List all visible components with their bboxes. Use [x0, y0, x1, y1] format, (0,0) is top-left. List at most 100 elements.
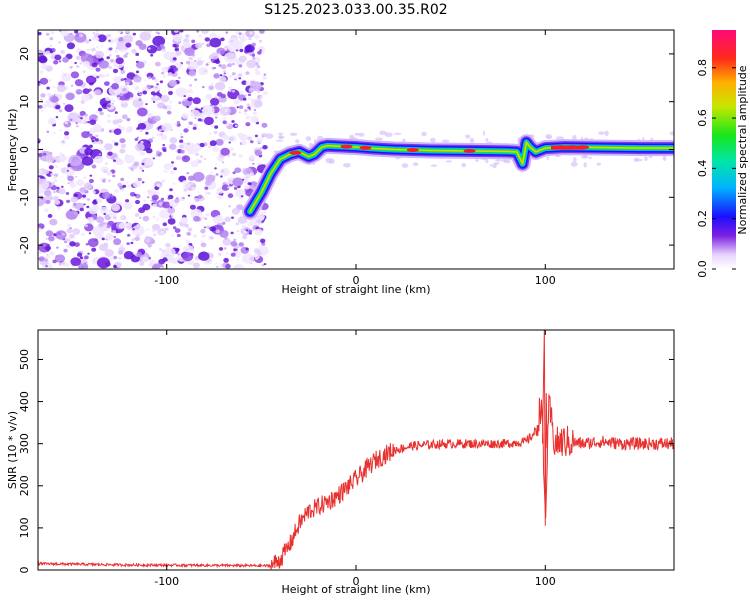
spectrogram-x-tick-label: 100: [535, 274, 556, 287]
noise-speckle: [183, 95, 186, 98]
noise-speckle: [66, 169, 70, 172]
noise-speckle: [117, 96, 120, 100]
noise-speckle: [155, 61, 161, 67]
noise-speckle: [162, 201, 171, 209]
noise-speckle: [74, 211, 78, 215]
noise-speckle: [82, 70, 86, 73]
noise-speckle: [194, 78, 198, 81]
noise-speckle: [98, 153, 102, 156]
noise-speckle: [146, 30, 153, 34]
noise-speckle: [234, 76, 239, 80]
noise-speckle: [146, 45, 158, 54]
noise-speckle: [256, 65, 261, 69]
noise-speckle: [113, 207, 119, 211]
noise-speckle: [39, 70, 44, 74]
noise-speckle: [263, 263, 267, 266]
noise-speckle: [183, 182, 191, 189]
noise-speckle: [45, 265, 48, 268]
noise-speckle: [195, 42, 203, 49]
noise-speckle: [174, 198, 180, 203]
noise-speckle: [136, 107, 148, 117]
noise-speckle: [198, 67, 209, 76]
noise-speckle: [100, 148, 104, 151]
noise-speckle: [131, 225, 145, 237]
noise-speckle: [142, 215, 150, 222]
noise-speckle: [181, 112, 189, 119]
noise-speckle: [216, 265, 219, 268]
noise-speckle: [106, 224, 111, 229]
ridge-speckle: [501, 159, 508, 162]
noise-speckle: [147, 112, 154, 118]
noise-speckle: [146, 228, 149, 231]
noise-speckle: [122, 101, 126, 104]
noise-speckle: [92, 226, 105, 236]
noise-speckle: [83, 182, 93, 190]
noise-speckle: [50, 31, 55, 35]
noise-speckle: [254, 67, 259, 71]
noise-speckle: [247, 222, 252, 227]
noise-speckle: [56, 186, 60, 190]
noise-speckle: [70, 71, 80, 79]
noise-speckle: [173, 67, 179, 72]
noise-speckle: [162, 48, 166, 52]
noise-speckle: [228, 205, 231, 208]
ridge-speckle: [546, 136, 552, 140]
noise-speckle: [82, 194, 86, 198]
noise-speckle: [83, 176, 87, 179]
noise-speckle: [197, 194, 203, 199]
noise-speckle: [127, 126, 133, 132]
noise-speckle: [93, 62, 97, 65]
noise-speckle: [192, 126, 197, 130]
ridge-speckle: [546, 155, 549, 161]
noise-speckle: [49, 50, 54, 54]
noise-speckle: [247, 182, 252, 186]
noise-speckle: [125, 199, 130, 203]
noise-speckle: [176, 120, 181, 124]
noise-speckle: [179, 139, 184, 143]
ridge-speckle: [275, 139, 284, 142]
noise-speckle: [197, 159, 202, 164]
noise-speckle: [223, 116, 227, 120]
noise-speckle: [66, 244, 71, 249]
noise-speckle: [218, 247, 224, 251]
noise-speckle: [160, 94, 170, 103]
noise-speckle: [220, 64, 227, 70]
noise-speckle: [47, 79, 52, 83]
noise-speckle: [86, 198, 91, 201]
noise-speckle: [159, 209, 171, 219]
noise-speckle: [130, 167, 134, 171]
noise-speckle: [219, 74, 223, 77]
noise-speckle: [176, 233, 181, 238]
ridge-speckle: [401, 163, 409, 169]
noise-speckle: [230, 40, 234, 43]
noise-speckle: [102, 191, 111, 200]
noise-speckle: [160, 133, 164, 136]
noise-speckle: [238, 64, 243, 68]
noise-speckle: [197, 118, 202, 122]
noise-speckle: [83, 203, 86, 206]
noise-speckle: [55, 105, 61, 110]
noise-speckle: [93, 155, 104, 164]
noise-speckle: [161, 71, 165, 75]
noise-speckle: [249, 31, 253, 35]
noise-speckle: [114, 142, 119, 146]
noise-speckle: [45, 245, 51, 251]
noise-speckle: [150, 85, 154, 88]
noise-speckle: [201, 240, 204, 243]
noise-speckle: [144, 248, 148, 251]
noise-speckle: [117, 30, 122, 33]
noise-speckle: [155, 218, 159, 221]
noise-speckle: [192, 171, 205, 182]
noise-speckle: [136, 252, 143, 257]
noise-speckle: [147, 196, 150, 199]
ridge-speckle: [412, 162, 419, 167]
noise-speckle: [258, 39, 263, 43]
noise-speckle: [227, 63, 233, 68]
noise-speckle: [42, 244, 46, 247]
noise-speckle: [96, 197, 103, 203]
noise-speckle: [189, 204, 196, 210]
noise-speckle: [243, 108, 248, 113]
noise-speckle: [112, 174, 116, 178]
noise-speckle: [105, 96, 111, 102]
